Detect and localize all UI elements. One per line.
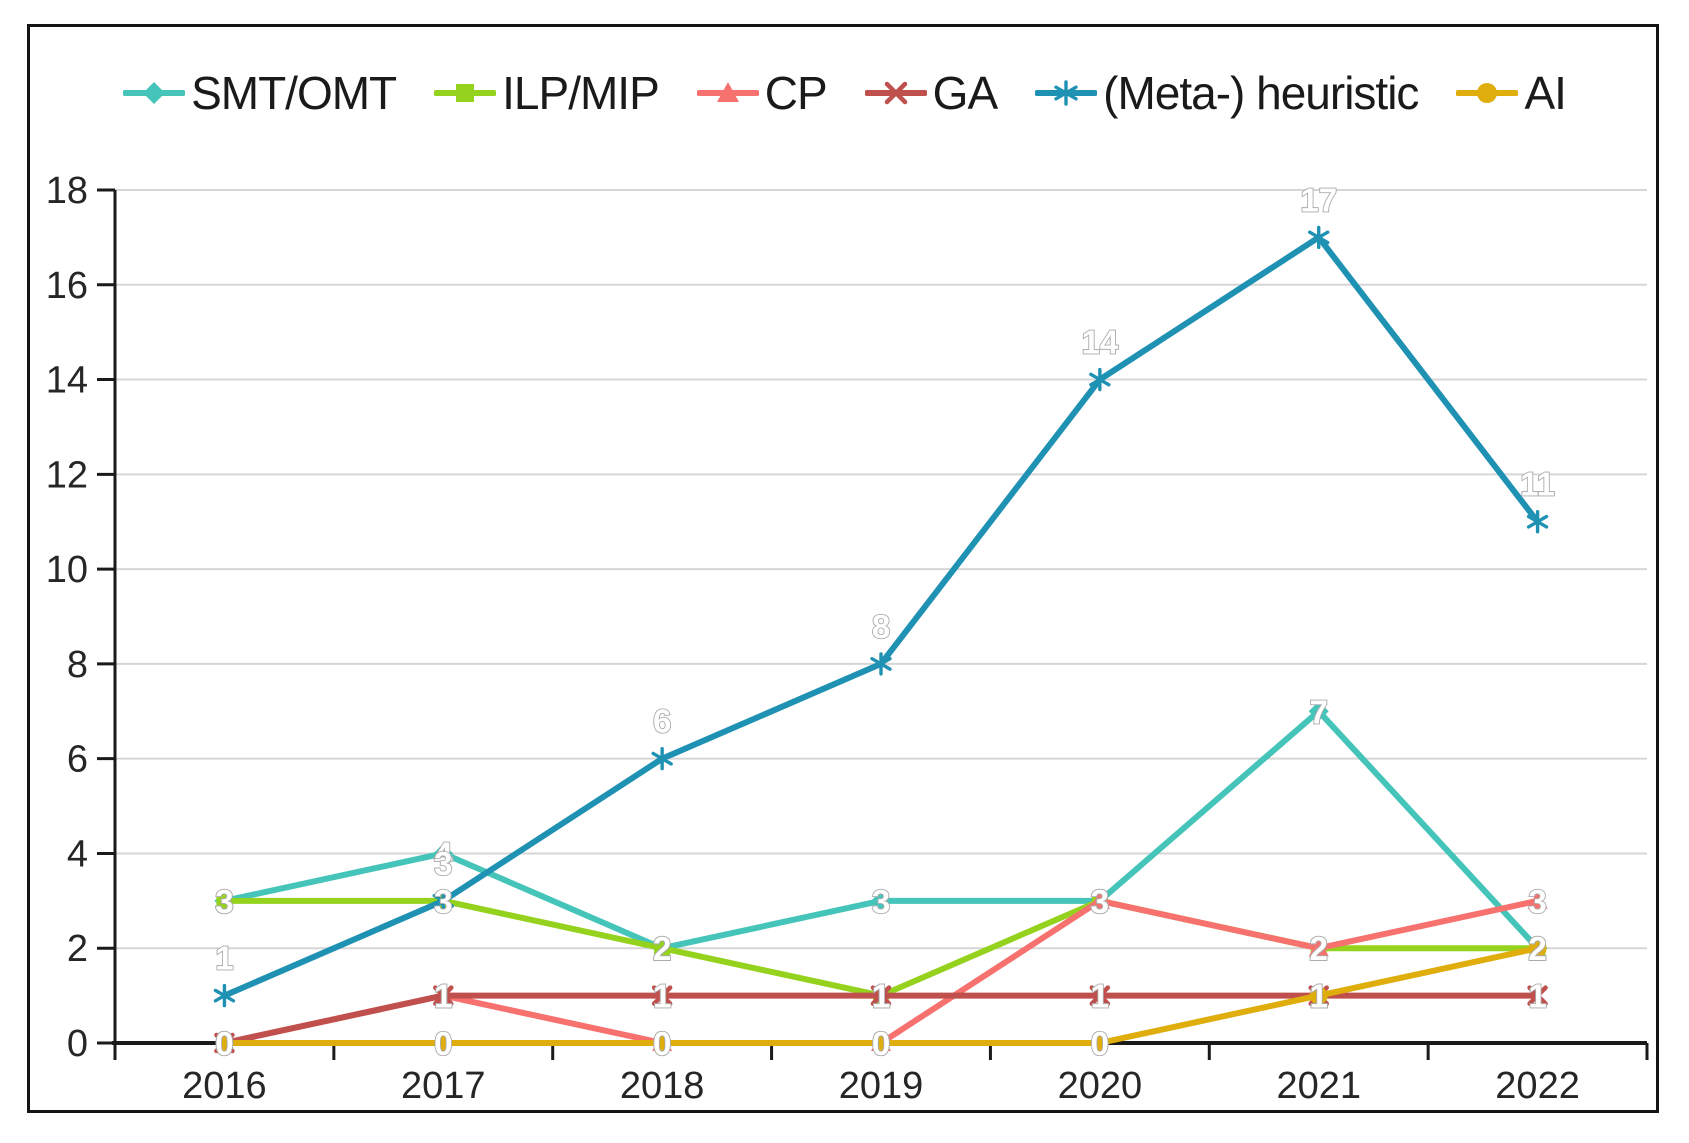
data-label: 3 <box>215 883 233 920</box>
data-label: 0 <box>653 1025 671 1062</box>
series-ai <box>215 939 1547 1052</box>
data-label: 17 <box>1300 181 1337 218</box>
data-label: 2 <box>1310 930 1328 967</box>
legend-label: SMT/OMT <box>191 67 397 119</box>
y-axis-label: 6 <box>67 739 88 781</box>
data-label: 0 <box>872 1025 890 1062</box>
data-label: 14 <box>1081 324 1118 361</box>
data-label: 3 <box>1091 883 1109 920</box>
data-label: 1 <box>434 978 452 1015</box>
data-label: 1 <box>1310 978 1328 1015</box>
legend-label: AI <box>1524 67 1566 119</box>
series--meta-heuristic <box>213 225 1549 1008</box>
data-label: 3 <box>872 883 890 920</box>
data-label: 3 <box>434 845 452 882</box>
series-data-labels: 0 0 0 0 0 1 2 <box>214 929 1547 1063</box>
data-label: 3 <box>1091 883 1109 920</box>
data-label: 0 <box>434 1025 452 1062</box>
legend-label: (Meta-) heuristic <box>1103 67 1419 119</box>
data-label: 2 <box>653 930 671 967</box>
y-axis-label: 18 <box>46 170 88 212</box>
x-axis-label: 2018 <box>620 1065 705 1107</box>
legend-label: GA <box>932 67 998 119</box>
data-label: 2 <box>1310 930 1328 967</box>
legend-item-cp[interactable]: CP <box>696 66 828 120</box>
data-label: 4 <box>434 835 453 872</box>
data-label: 3 <box>215 883 233 920</box>
data-label: 11 <box>1520 466 1555 503</box>
legend-label: ILP/MIP <box>502 67 660 119</box>
data-label: 0 <box>653 1025 671 1062</box>
data-label: 0 <box>872 1025 890 1062</box>
x-axis-label: 2021 <box>1276 1065 1361 1107</box>
series-data-labels: 3 3 2 1 3 2 2 <box>214 882 1547 1016</box>
y-axis-label: 2 <box>67 928 88 970</box>
data-label: 1 <box>653 978 671 1015</box>
data-label: 3 <box>434 883 452 920</box>
series-data-labels: 1 3 6 8 14 17 11 <box>214 180 1556 977</box>
square-marker-icon <box>434 84 497 102</box>
data-label: 0 <box>215 1025 233 1062</box>
legend-label: CP <box>764 67 828 119</box>
data-label: 6 <box>653 703 671 740</box>
x-marker-icon <box>864 81 927 105</box>
data-label: 1 <box>1310 978 1328 1015</box>
data-label: 1 <box>1528 978 1546 1015</box>
x-axis-label: 2016 <box>182 1065 267 1107</box>
legend-item-ga[interactable]: GA <box>864 66 998 120</box>
data-label: 1 <box>1091 978 1109 1015</box>
legend-item--meta-heuristic[interactable]: (Meta-) heuristic <box>1035 66 1419 120</box>
x-axis-label: 2020 <box>1058 1065 1143 1107</box>
triangle-marker-icon <box>696 82 759 102</box>
data-label: 3 <box>1091 883 1109 920</box>
y-axis-label: 14 <box>46 360 88 402</box>
data-label: 2 <box>653 930 671 967</box>
y-axis-label: 10 <box>46 549 88 591</box>
legend-item-ilp-mip[interactable]: ILP/MIP <box>434 66 660 120</box>
data-label: 2 <box>1528 930 1546 967</box>
series-data-labels: 0 1 1 1 1 1 1 <box>214 977 1547 1063</box>
data-label: 1 <box>215 940 233 977</box>
data-label: 2 <box>1528 930 1546 967</box>
data-label: 2 <box>1528 930 1546 967</box>
data-label: 3 <box>1528 883 1546 920</box>
y-axis-label: 16 <box>46 265 88 307</box>
y-axis-label: 0 <box>67 1023 88 1065</box>
data-label: 1 <box>872 978 890 1015</box>
y-axis-label: 8 <box>67 644 88 686</box>
series-line <box>221 897 1541 1046</box>
chart-legend: SMT/OMT ILP/MIP CP GA (Meta-) heuristic AI <box>27 66 1662 120</box>
data-label: 7 <box>1310 693 1328 730</box>
data-label: 1 <box>872 978 890 1015</box>
x-axis-label: 2019 <box>839 1065 924 1107</box>
y-axis-label: 12 <box>46 454 88 496</box>
asterisk-marker-icon <box>1035 80 1098 106</box>
circle-marker-icon <box>1456 83 1519 103</box>
y-axis-label: 4 <box>67 833 88 875</box>
data-label: 0 <box>215 1025 233 1062</box>
legend-item-ai[interactable]: AI <box>1456 66 1567 120</box>
x-axis-label: 2022 <box>1495 1065 1580 1107</box>
data-label: 0 <box>1091 1025 1109 1062</box>
data-label: 1 <box>434 978 452 1015</box>
data-label: 0 <box>215 1025 233 1062</box>
diamond-marker-icon <box>123 82 186 104</box>
series-data-labels: 0 1 0 0 3 2 3 <box>214 882 1547 1063</box>
x-axis-label: 2017 <box>401 1065 486 1107</box>
legend-item-smt-omt[interactable]: SMT/OMT <box>123 66 397 120</box>
data-label: 8 <box>872 608 890 645</box>
